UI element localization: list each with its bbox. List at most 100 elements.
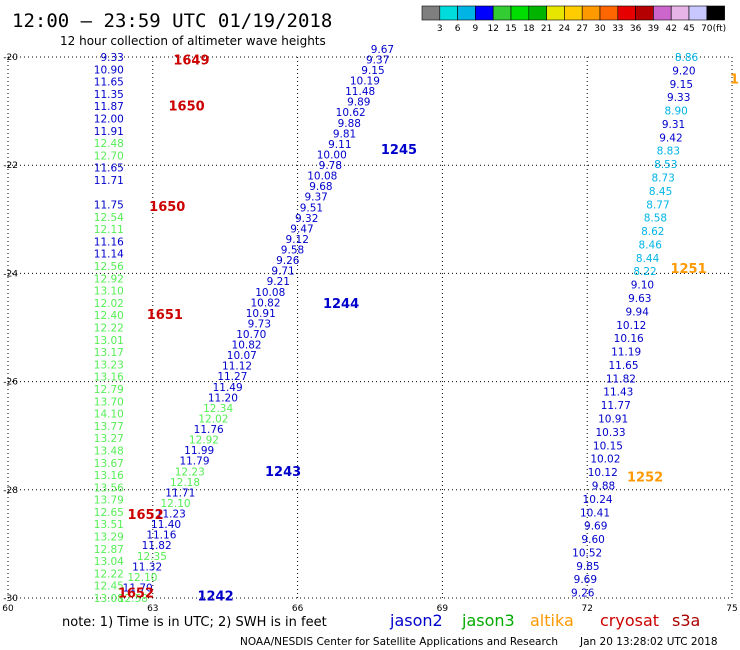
swh-value: 12.40 (94, 310, 124, 322)
swh-value: 10.08 (307, 171, 337, 183)
swh-value: 10.24 (583, 494, 613, 506)
grid-lines (7, 56, 733, 599)
satellite-legend-s3a: s3a (672, 611, 700, 630)
swh-value: 9.81 (333, 128, 356, 140)
swh-value: 11.12 (222, 361, 252, 373)
y-tick-label: -24 (3, 269, 18, 279)
swh-value: 9.32 (295, 213, 318, 225)
x-tick-label: 63 (147, 604, 158, 614)
swh-value: 11.35 (94, 89, 124, 101)
swh-value: 12.22 (94, 323, 124, 335)
pass-number-label: 1245 (381, 143, 417, 158)
x-tick-label: 60 (2, 604, 14, 614)
scale-label: 45 (683, 24, 694, 34)
swh-value: 11.82 (142, 540, 172, 552)
pass-number-label: 1650 (149, 200, 185, 215)
scale-label: 3 (437, 24, 443, 34)
swh-value: 10.41 (580, 507, 610, 519)
swh-value: 13.17 (94, 347, 124, 359)
swh-value: 10.70 (236, 329, 266, 341)
scale-label: 15 (505, 24, 516, 34)
swh-value: 11.48 (345, 86, 375, 98)
pass-number-label: 1242 (197, 589, 233, 604)
swh-value: 11.65 (608, 360, 638, 372)
swh-value: 13.70 (94, 396, 124, 408)
swh-value: 9.78 (319, 160, 342, 172)
swh-value: 8.62 (641, 226, 664, 238)
swh-value: 12.70 (94, 150, 124, 162)
swh-value: 8.77 (646, 199, 669, 211)
axes: 60 63 66 69 72 75 -20 -22 -24 -26 -28 -30 (2, 53, 737, 614)
swh-value: 11.23 (156, 509, 186, 521)
header: 12:00 – 23:59 UTC 01/19/2018 12 hour col… (12, 10, 332, 48)
scale-swatch (439, 5, 458, 21)
swh-value: 9.60 (581, 534, 604, 546)
swh-value: 9.47 (290, 223, 313, 235)
swh-value: 11.71 (165, 487, 195, 499)
pass-number-label: 1252 (627, 470, 663, 485)
swh-value: 12.35 (137, 551, 167, 563)
swh-value: 12.58 (118, 593, 148, 605)
swh-value: 9.67 (371, 44, 394, 56)
swh-value: 12.00 (94, 113, 124, 125)
scale-swatch (475, 5, 494, 21)
pass-number-label: 1 (730, 73, 739, 88)
swh-value: 12.45 (94, 581, 124, 593)
swh-value: 8.44 (636, 253, 660, 265)
swh-value: 11.27 (217, 371, 247, 383)
swh-value: 10.82 (232, 340, 262, 352)
swh-value: 11.16 (146, 530, 176, 542)
pass-number-label: 1651 (147, 308, 183, 323)
swh-value: 11.65 (94, 163, 124, 175)
footer-note: note: 1) Time is in UTC; 2) SWH is in fe… (62, 615, 327, 630)
swh-value: 11.32 (132, 561, 162, 573)
swh-value: 12.02 (198, 413, 228, 425)
y-tick-label: -22 (3, 161, 18, 171)
scale-swatch (653, 5, 672, 21)
swh-value: 9.20 (672, 65, 695, 77)
chart-title: 12:00 – 23:59 UTC 01/19/2018 (12, 10, 332, 32)
data-marks: 9.3310.9011.6511.3511.8712.0011.9112.481… (94, 44, 739, 605)
swh-value: 11.71 (94, 175, 124, 187)
swh-value: 14.10 (94, 409, 124, 421)
swh-value: 9.94 (626, 306, 650, 318)
swh-value: 12.92 (94, 273, 124, 285)
scale-label: 18 (523, 24, 535, 34)
pass-number-label: 1652 (127, 508, 163, 523)
x-tick-label: 66 (292, 604, 304, 614)
swh-value: 13.16 (94, 470, 124, 482)
swh-value: 9.33 (667, 92, 690, 104)
swh-value: 8.22 (633, 266, 656, 278)
swh-value: 9.69 (584, 521, 607, 533)
swh-value: 10.07 (227, 350, 257, 362)
scale-label: 12 (487, 24, 498, 34)
swh-value: 10.82 (250, 297, 280, 309)
swh-value: 11.43 (603, 387, 633, 399)
plot-area: 60 63 66 69 72 75-20-22-24-26-28-30 9.3310.90… (2, 44, 739, 614)
scale-swatch (546, 5, 565, 21)
swh-value: 9.51 (300, 202, 323, 214)
swh-value: 13.23 (94, 359, 124, 371)
swh-value: 10.00 (317, 149, 347, 161)
chart-subtitle: 12 hour collection of altimeter wave hei… (60, 34, 326, 48)
scale-label: 70 (701, 24, 713, 34)
swh-value: 9.89 (347, 97, 370, 109)
scale-swatch (617, 5, 636, 21)
swh-value: 13.04 (94, 556, 124, 568)
scale-swatch (564, 5, 583, 21)
scale-label: 36 (630, 24, 642, 34)
scale-swatch (528, 5, 547, 21)
swh-value: 13.79 (94, 495, 124, 507)
y-tick-label: -26 (3, 378, 18, 388)
swh-value: 10.19 (350, 76, 380, 88)
swh-value: 10.52 (572, 547, 602, 559)
satellite-legend-altika: altika (530, 611, 574, 630)
swh-value: 9.26 (571, 588, 595, 600)
swh-value: 11.77 (601, 400, 631, 412)
scale-label: 30 (594, 24, 606, 34)
scale-label: 42 (665, 24, 676, 34)
swh-value: 11.79 (179, 456, 209, 468)
swh-value: 12.23 (175, 466, 205, 478)
swh-value: 13.56 (94, 482, 124, 494)
swh-value: 12.34 (203, 403, 233, 415)
